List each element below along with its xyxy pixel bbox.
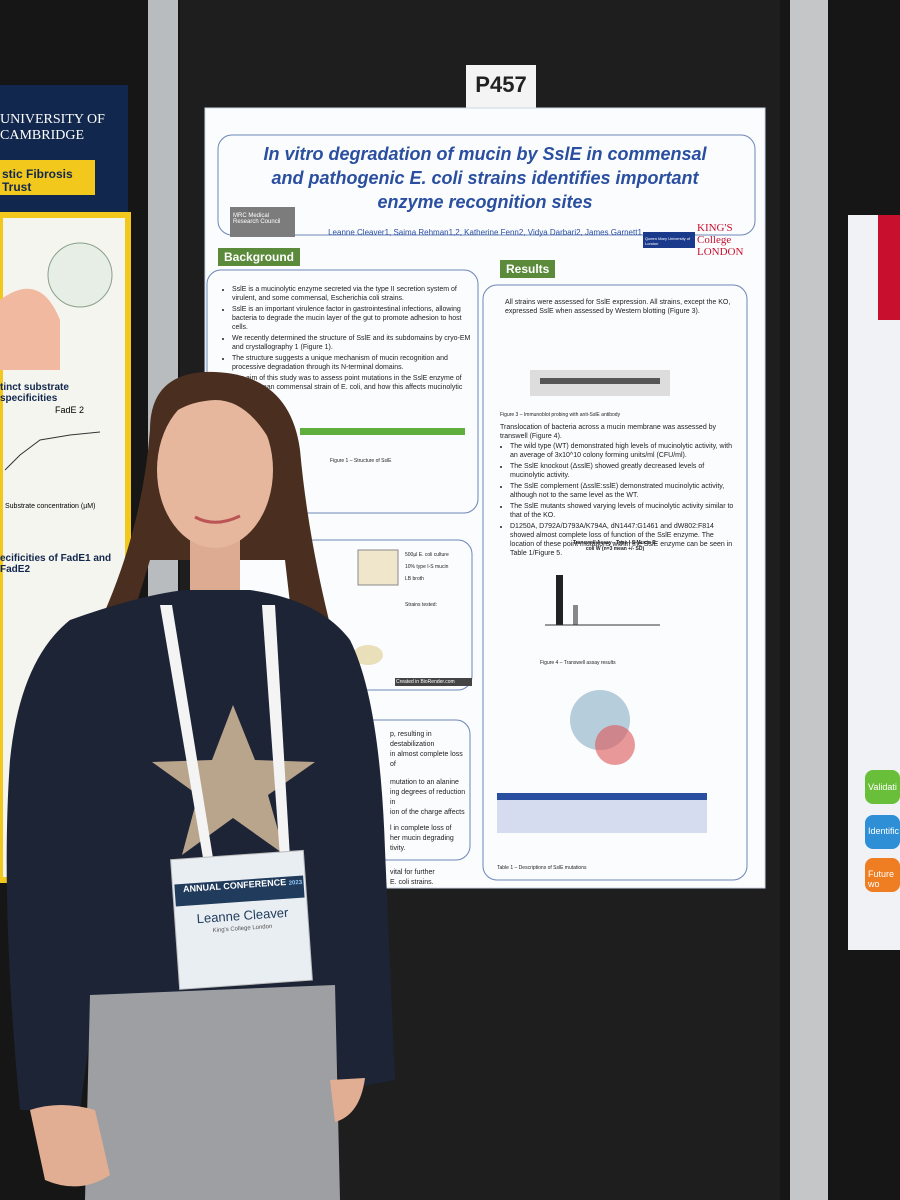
number-card	[466, 65, 536, 110]
table-caption: Table 1 – Descriptions of SslE mutations	[497, 865, 587, 871]
lanyard	[262, 605, 290, 858]
right-button: Future wo	[868, 869, 895, 889]
protein-structure	[595, 725, 635, 765]
transwell	[357, 549, 399, 586]
face	[157, 392, 273, 548]
hand	[330, 1078, 365, 1122]
section-heading: ecificities of FadE1 and FadE2	[0, 553, 112, 575]
smile	[194, 514, 241, 524]
bullet: D1250A, D792A/D793A/K794A, dN1447:G1461 …	[510, 522, 735, 558]
trousers	[85, 985, 340, 1200]
kings-logo: KING'S College LONDON	[697, 222, 744, 258]
conclusion-text: p, resulting in destabilization in almos…	[390, 730, 470, 888]
blot-band	[540, 378, 660, 384]
trust-logo-text: stic Fibrosis Trust	[2, 167, 73, 194]
axis-label: Substrate concentration (µM)	[5, 503, 96, 510]
fragment: vital for further	[390, 869, 435, 876]
qm-logo-text: Queen Mary University of London	[645, 236, 691, 246]
fragment: mutation to an alanine	[390, 779, 459, 786]
table-header	[497, 793, 707, 800]
results-box	[482, 284, 748, 881]
label: 10% type I-S mucin	[405, 564, 449, 570]
label: LB broth	[405, 576, 424, 582]
results-transwell: Translocation of bacteria across a mucin…	[500, 424, 717, 440]
title-box	[217, 134, 756, 236]
methods-labels: 500µl E. coli culture 10% type I-S mucin…	[405, 552, 470, 608]
fragment: l in complete loss of	[390, 825, 452, 832]
qm-logo	[643, 232, 695, 248]
bullet: The SslE complement (ΔsslE:sslE) demonst…	[510, 482, 735, 500]
university-logo: UNIVERSITY OF CAMBRIDGE	[0, 112, 105, 143]
background-heading: Background	[218, 248, 301, 266]
background-text: SslE is a mucinolytic enzyme secreted vi…	[222, 285, 472, 403]
figure-caption: Figure 4 – Transwell assay results	[540, 660, 616, 666]
fragment: E. coli strains.	[390, 879, 434, 886]
fragment: tivity.	[390, 845, 406, 852]
bullet: The structure suggests a unique mechanis…	[232, 354, 472, 372]
bar	[573, 605, 578, 625]
poster-title: In vitro degradation of mucin by SslE in…	[263, 144, 707, 212]
box	[865, 858, 900, 892]
mrc-logo	[230, 207, 295, 237]
badge-band	[174, 875, 305, 907]
fragment: her mucin degrading	[390, 835, 454, 842]
fragment: p, resulting in destabilization	[390, 731, 435, 748]
star-print	[152, 705, 315, 855]
qub-logo	[878, 215, 900, 320]
right-button: Validati	[868, 782, 897, 792]
bullet: SslE is an important virulence factor in…	[232, 305, 472, 332]
label: 500µl E. coli culture	[405, 552, 449, 558]
bar-wt	[556, 575, 563, 625]
biorender-credit: Created in BioRender.com	[395, 678, 472, 686]
label: Strains tested:	[405, 602, 437, 608]
trust-logo	[0, 160, 95, 195]
bullet: SslE is a mucinolytic enzyme secreted vi…	[232, 285, 472, 303]
box	[865, 770, 900, 804]
poster-authors: Leanne Cleaver1, Saima Rehman1,2, Kather…	[328, 228, 642, 237]
domain-map	[300, 428, 465, 435]
bullet: The wild type (WT) demonstrated high lev…	[510, 442, 735, 460]
section-heading: tinct substrate specificities	[0, 382, 69, 404]
figure-caption: Figure 3 – Immunoblot probing with anti-…	[500, 412, 621, 418]
badge-year: 2023	[288, 879, 303, 887]
illustration	[47, 242, 113, 308]
right-button: Identific	[868, 826, 900, 836]
results-intro: All strains were assessed for SslE expre…	[505, 299, 731, 315]
bullet: We recently determined the structure of …	[232, 334, 472, 352]
box	[865, 815, 900, 849]
curve	[4, 431, 101, 471]
bullet: The SslE knockout (ΔsslE) showed greatly…	[510, 462, 735, 480]
results-heading: Results	[500, 260, 556, 278]
petri-dish	[353, 645, 383, 665]
figure-caption: Figure 1 – Structure of SslE	[330, 458, 392, 464]
results-bullets: The wild type (WT) demonstrated high lev…	[500, 442, 735, 560]
chart-title: Transwell Assay - Type I-S Mucin E. coli…	[572, 540, 658, 552]
fragment: ing degrees of reduction in	[390, 789, 466, 806]
fragment: in almost complete loss of	[390, 751, 463, 768]
lanyard	[160, 605, 213, 858]
chart-label: FadE 2	[55, 405, 85, 415]
pole	[790, 0, 828, 1200]
fragment: ion of the charge affects	[390, 809, 465, 816]
lung-figure	[0, 288, 60, 370]
hair-fringe	[150, 384, 275, 450]
hand	[30, 1105, 110, 1187]
mrc-logo-text: MRC Medical Research Council	[233, 213, 281, 225]
bullet: The SslE mutants showed varying levels o…	[510, 502, 735, 520]
board-number: P457	[475, 72, 527, 97]
